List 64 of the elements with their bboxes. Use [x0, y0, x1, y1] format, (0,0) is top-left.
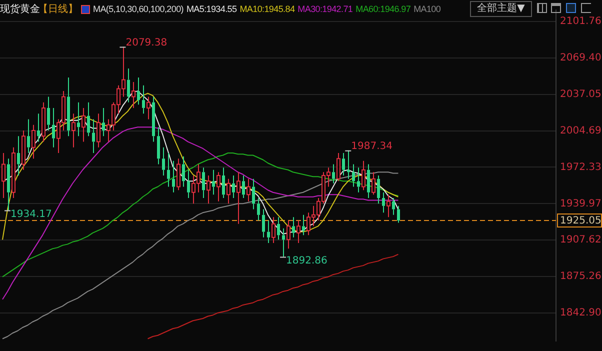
- candlestick: [92, 118, 96, 154]
- y-tick-label: 1907.62: [560, 234, 602, 246]
- candlestick: [102, 107, 106, 137]
- candlestick: [187, 169, 190, 199]
- y-tick-label: 1939.97: [560, 198, 602, 210]
- y-tick-label: 1842.90: [560, 308, 602, 319]
- candlestick: [252, 178, 256, 210]
- y-tick-label: 1972.33: [560, 162, 602, 173]
- candlestick: [357, 167, 360, 193]
- candlestick: [162, 146, 166, 176]
- candlestick: [232, 175, 236, 199]
- candlestick: [277, 216, 280, 240]
- candlestick: [77, 102, 80, 137]
- annotation: 2079.38: [126, 37, 168, 48]
- candlestick: [257, 198, 260, 222]
- ref-line-label: 1925.05: [560, 216, 602, 227]
- y-tick-label: 2101.76: [560, 16, 602, 28]
- text: MA60:1946.97: [356, 4, 411, 14]
- annotation: 全部主题▼: [470, 1, 532, 17]
- candlestick: [242, 175, 246, 199]
- y-tick-label: 2004.69: [560, 125, 602, 136]
- candlestick: [267, 220, 270, 244]
- candlestick: [16, 136, 20, 176]
- y-tick-label: 2069.40: [560, 52, 602, 64]
- text: MA30:1942.71: [298, 4, 353, 14]
- candlestick: [157, 126, 160, 165]
- candlestick: [262, 208, 266, 238]
- candlestick: [302, 214, 306, 236]
- candlestick: [202, 167, 206, 199]
- candlestick: [342, 152, 346, 176]
- candlestick: [332, 164, 336, 184]
- annotation: 1892.86: [286, 255, 328, 266]
- candlestick: [47, 96, 50, 131]
- candlestick: [167, 152, 170, 188]
- text: MA10:1945.84: [240, 4, 295, 14]
- y-tick-label: 1875.26: [560, 271, 602, 282]
- candlestick: [352, 164, 356, 188]
- candlestick: [172, 160, 176, 193]
- candlestick: [182, 156, 186, 188]
- candlestick: [67, 77, 70, 137]
- candlestick: [137, 77, 140, 106]
- candlestick: [127, 68, 130, 103]
- candlestick: [292, 216, 296, 238]
- legend-title: MA(5,10,30,60,100,200): [93, 4, 184, 14]
- candlestick: [382, 192, 386, 214]
- chart-subtitle: 【日线】: [38, 2, 78, 16]
- candlestick: [142, 84, 146, 114]
- candlestick: [367, 164, 370, 199]
- candlestick: [152, 96, 156, 142]
- candlestick: [392, 198, 396, 216]
- candlestick: [87, 102, 90, 137]
- candlestick: [52, 107, 56, 148]
- annotation: 1934.17: [10, 208, 52, 220]
- candlestick: [212, 169, 216, 196]
- chart-title: 现货黄金: [0, 2, 40, 16]
- candlestick: [377, 175, 380, 204]
- annotation: 1987.34: [351, 140, 392, 152]
- candlestick: [37, 113, 40, 142]
- y-tick-label: 2037.05: [560, 88, 602, 100]
- text: MA5:1934.55: [186, 4, 237, 14]
- candlestick: [222, 167, 226, 199]
- candlestick: [397, 205, 400, 224]
- text: MA100: [414, 4, 441, 14]
- candlestick: [27, 118, 30, 154]
